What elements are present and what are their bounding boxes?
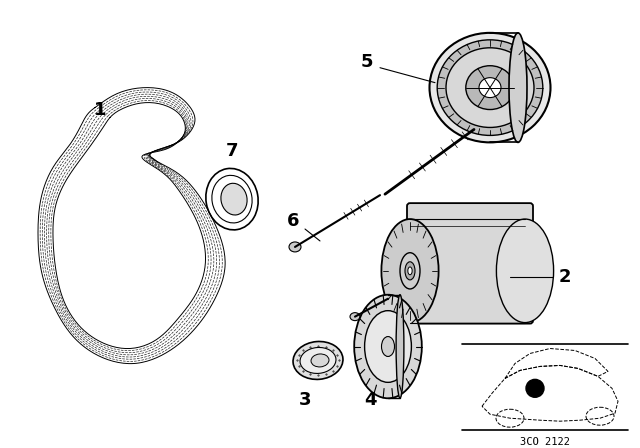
- Text: 2: 2: [559, 268, 572, 286]
- Ellipse shape: [311, 354, 329, 367]
- Ellipse shape: [526, 379, 544, 397]
- Ellipse shape: [509, 33, 527, 142]
- Ellipse shape: [479, 78, 501, 98]
- Ellipse shape: [446, 48, 534, 127]
- Ellipse shape: [497, 219, 554, 323]
- Text: 3CO 2122: 3CO 2122: [520, 437, 570, 447]
- Text: 3: 3: [299, 391, 311, 409]
- Text: 1: 1: [93, 100, 106, 119]
- Ellipse shape: [354, 295, 422, 398]
- Ellipse shape: [396, 295, 404, 398]
- Text: 5: 5: [361, 53, 373, 71]
- Ellipse shape: [437, 40, 543, 135]
- Ellipse shape: [350, 313, 360, 321]
- Ellipse shape: [466, 66, 514, 109]
- Ellipse shape: [381, 219, 438, 323]
- Ellipse shape: [289, 242, 301, 252]
- Text: 4: 4: [364, 391, 376, 409]
- Ellipse shape: [381, 336, 394, 357]
- FancyBboxPatch shape: [407, 203, 533, 323]
- Ellipse shape: [408, 267, 412, 275]
- Text: 6: 6: [287, 212, 300, 230]
- Ellipse shape: [221, 183, 247, 215]
- Ellipse shape: [293, 341, 343, 379]
- Ellipse shape: [405, 262, 415, 280]
- Ellipse shape: [365, 310, 412, 382]
- Ellipse shape: [400, 253, 420, 289]
- Text: 7: 7: [226, 142, 238, 160]
- Ellipse shape: [429, 33, 550, 142]
- Ellipse shape: [300, 348, 336, 374]
